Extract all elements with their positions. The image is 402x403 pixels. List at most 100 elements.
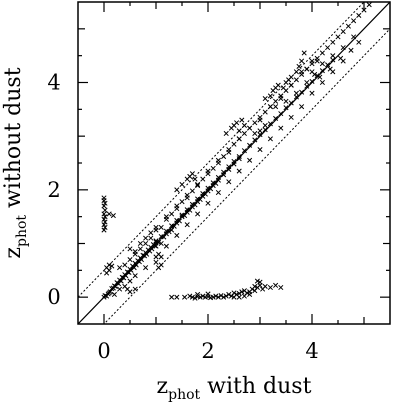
data-point [301, 50, 307, 56]
data-point [236, 168, 242, 174]
data-point [273, 282, 279, 288]
data-point [184, 209, 190, 215]
data-points [101, 2, 372, 301]
data-point [148, 235, 154, 241]
data-point [236, 128, 242, 134]
data-point [241, 122, 247, 128]
data-point [262, 122, 268, 128]
x-axis-ticklabels: 0 2 4 [97, 339, 318, 363]
data-point [236, 290, 242, 296]
data-point [330, 69, 336, 75]
x-tick-label: 0 [97, 339, 110, 363]
data-point [267, 136, 273, 142]
data-point [267, 121, 273, 127]
data-point [137, 240, 143, 247]
data-point [189, 188, 195, 194]
data-point [267, 284, 273, 291]
data-point [163, 231, 169, 237]
data-point [101, 211, 107, 217]
data-point [319, 79, 325, 86]
data-point [143, 240, 149, 247]
data-point [195, 199, 201, 205]
data-point [215, 177, 221, 183]
data-point [223, 293, 229, 299]
data-point [210, 182, 216, 189]
data-point [273, 98, 279, 104]
data-point [153, 243, 159, 249]
offset-line-2 [103, 28, 390, 324]
data-point [143, 235, 149, 241]
data-point [319, 61, 325, 67]
data-point [278, 284, 284, 291]
data-point [293, 77, 299, 83]
data-point [299, 89, 305, 95]
data-point [278, 96, 284, 102]
data-point [314, 72, 320, 79]
data-point [356, 39, 362, 45]
data-point [101, 203, 107, 209]
data-point [158, 224, 164, 230]
data-point [102, 224, 108, 230]
data-point [215, 157, 221, 163]
data-point [221, 294, 227, 300]
data-point [192, 176, 198, 182]
y-axis-label-base: z [1, 247, 26, 259]
data-point [257, 128, 263, 134]
data-point [226, 147, 232, 153]
y-axis-ticklabels: 0 2 4 [47, 71, 60, 310]
data-point [184, 222, 190, 228]
data-point [223, 130, 229, 137]
data-point [340, 58, 346, 64]
data-point [226, 179, 232, 185]
data-point [179, 181, 185, 188]
data-point [127, 246, 133, 252]
data-point [200, 293, 206, 299]
y-axis-label: zphot without dust [1, 67, 30, 258]
data-point [267, 93, 273, 99]
x-axis-label-base: z [157, 374, 169, 399]
data-point [101, 198, 107, 204]
data-point [143, 265, 149, 271]
data-point [102, 207, 108, 213]
data-point [174, 220, 180, 226]
data-point [319, 50, 325, 56]
data-point [293, 69, 299, 75]
data-point [247, 142, 253, 148]
data-point [356, 12, 362, 18]
data-point [102, 293, 108, 299]
data-point [293, 94, 299, 100]
data-point [283, 105, 289, 111]
data-point [234, 120, 240, 126]
x-tick-label: 4 [305, 339, 318, 363]
data-point [262, 109, 268, 115]
data-point [351, 34, 357, 40]
data-point [132, 273, 138, 279]
data-point [109, 263, 115, 269]
data-point [174, 232, 180, 239]
data-point [102, 200, 108, 206]
data-point [239, 289, 245, 295]
data-point [195, 182, 201, 189]
data-point [101, 227, 107, 233]
data-point [252, 283, 258, 289]
data-point [195, 181, 201, 188]
data-point [174, 294, 180, 300]
data-point [200, 193, 206, 199]
data-point [189, 294, 195, 300]
data-point [252, 288, 258, 294]
data-point [257, 147, 263, 153]
data-point [210, 165, 216, 171]
data-point [215, 294, 221, 300]
data-point [267, 104, 273, 110]
data-point [189, 171, 195, 177]
data-point [221, 172, 227, 178]
data-point [158, 240, 164, 247]
data-point [226, 291, 232, 298]
data-point [148, 230, 154, 236]
data-point [262, 96, 268, 102]
data-point [288, 114, 294, 120]
data-point [273, 115, 279, 122]
data-point [156, 265, 162, 271]
data-point [117, 265, 123, 271]
